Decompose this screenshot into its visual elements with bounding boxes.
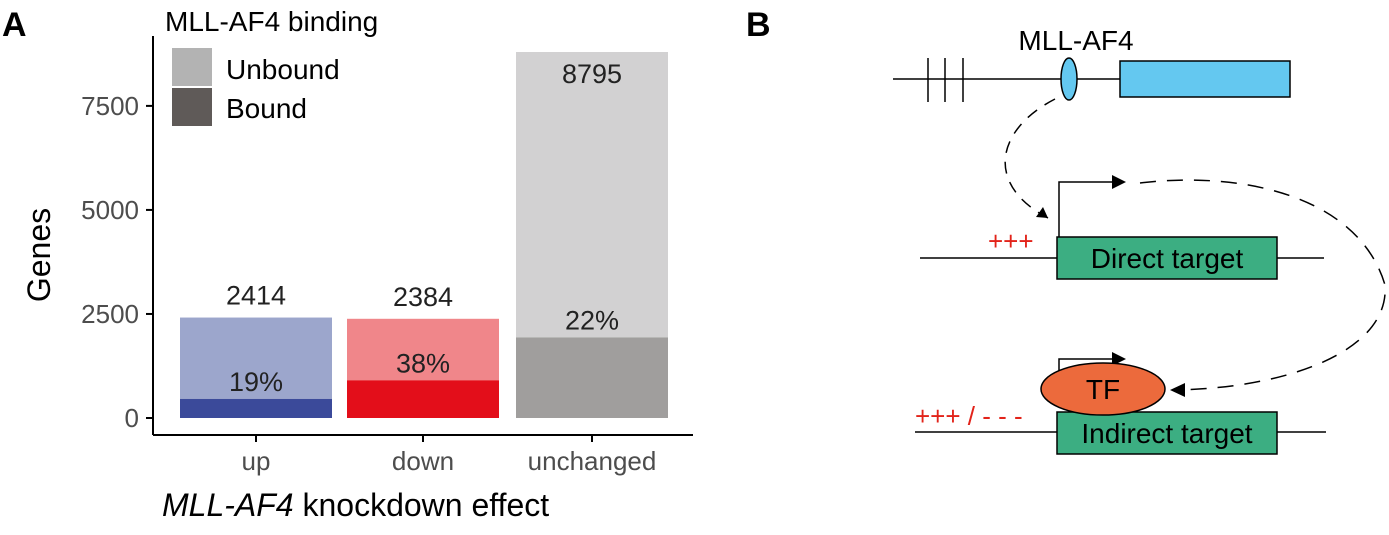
- bound-percent-label-unchanged: 22%: [565, 305, 619, 335]
- total-label-up: 2414: [226, 281, 286, 311]
- total-label-unchanged: 8795: [562, 59, 622, 89]
- regulation-diagram: MLL-AF4 Direct target +++ Indirect targe…: [893, 25, 1386, 455]
- indirect-target-box: [1056, 411, 1278, 455]
- dashed-arrow-head-direct: [1036, 207, 1048, 218]
- tf-label: TF: [1086, 374, 1120, 405]
- indirect-target-label: Indirect target: [1081, 418, 1252, 449]
- bar-unbound-unchanged: [516, 52, 668, 338]
- x-tick-label-unchanged: unchanged: [528, 446, 657, 476]
- bound-percent-label-up: 19%: [229, 367, 283, 397]
- legend-swatch-bound: [172, 88, 212, 126]
- tf-ellipse: [1040, 362, 1166, 416]
- x-ticks: up down unchanged: [242, 435, 657, 476]
- legend-title: MLL-AF4 binding: [165, 6, 378, 37]
- dashed-arrow-to-direct: [1004, 98, 1056, 219]
- bar-bound-down: [347, 380, 499, 418]
- legend-label-unbound: Unbound: [226, 54, 340, 85]
- y-tick-label: 7500: [81, 91, 139, 121]
- bar-chart: 0 2500 5000 7500 up down unchanged 2414 19% 238…: [21, 6, 693, 523]
- panel-a-letter: A: [2, 6, 27, 44]
- bar-bound-up: [180, 398, 332, 418]
- x-axis-title-italic: MLL-AF4: [162, 487, 294, 523]
- total-label-down: 2384: [393, 282, 453, 312]
- y-tick-label: 5000: [81, 195, 139, 225]
- indirect-activation-repression-marks: +++ / - - -: [915, 401, 1023, 431]
- bar-bound-unchanged: [516, 337, 668, 418]
- panel-b-letter: B: [746, 6, 771, 44]
- y-tick-label: 0: [125, 403, 139, 433]
- direct-activation-marks: +++: [988, 226, 1034, 256]
- y-ticks: 0 2500 5000 7500: [81, 91, 153, 433]
- y-axis-title: Genes: [21, 208, 57, 302]
- dashed-arrow-head-tf: [1170, 383, 1185, 397]
- mll-af4-label: MLL-AF4: [1018, 25, 1133, 56]
- data-labels: 2414 19% 2384 38% 8795 22%: [226, 59, 622, 397]
- legend-swatch-unbound: [172, 48, 212, 86]
- bound-percent-label-down: 38%: [396, 348, 450, 378]
- x-axis-title-rest: knockdown effect: [294, 487, 550, 523]
- dashed-arrow-to-tf: [1139, 179, 1386, 391]
- x-axis-title: MLL-AF4 knockdown effect: [162, 487, 549, 523]
- y-tick-label: 2500: [81, 299, 139, 329]
- direct-target-box: [1056, 236, 1278, 280]
- direct-tss-arrow-head: [1112, 175, 1126, 189]
- bars: [180, 52, 668, 418]
- bar-unbound-up: [180, 317, 332, 399]
- direct-tss-arrow: [1058, 181, 1122, 237]
- legend-label-bound: Bound: [226, 93, 307, 124]
- bar-unbound-down: [347, 318, 499, 381]
- legend: MLL-AF4 binding Unbound Bound: [165, 6, 378, 126]
- indirect-tss-arrow-head: [1112, 352, 1126, 366]
- mll-af4-protein-ellipse: [1060, 57, 1078, 101]
- x-tick-label-up: up: [242, 446, 271, 476]
- direct-target-label: Direct target: [1091, 243, 1244, 274]
- x-tick-label-down: down: [392, 446, 454, 476]
- mll-af4-gene-box: [1119, 60, 1291, 98]
